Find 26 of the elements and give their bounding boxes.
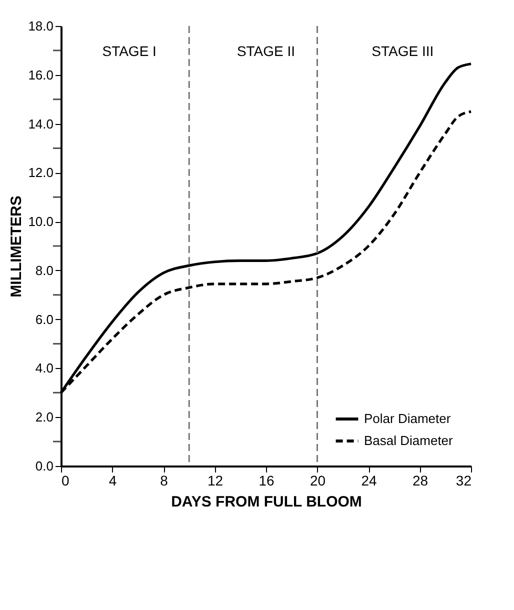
x-tick-label: 12 <box>207 472 224 488</box>
annotation: STAGE III <box>372 43 434 59</box>
legend-label: Polar Diameter <box>364 411 452 426</box>
y-tick-label: 2.0 <box>35 410 54 425</box>
y-tick-label: 18.0 <box>28 18 54 34</box>
legend-label: Basal Diameter <box>364 433 454 448</box>
annotation: STAGE I <box>102 43 156 59</box>
x-tick-label: 16 <box>258 472 274 488</box>
x-tick-label: 24 <box>361 472 377 488</box>
x-tick-label: 8 <box>160 472 168 488</box>
x-tick-label: 20 <box>310 472 326 488</box>
y-tick-label: 10.0 <box>28 214 54 230</box>
y-tick-label: 4.0 <box>35 360 54 376</box>
y-tick-label: 16.0 <box>28 67 54 82</box>
annotation: STAGE II <box>236 43 296 59</box>
y-tick-label: 14.0 <box>28 116 54 132</box>
x-tick-label: 28 <box>412 472 428 488</box>
y-tick-label: 6.0 <box>35 312 54 327</box>
x-tick-label: 4 <box>108 472 117 488</box>
y-axis-title: MILLIMETERS <box>8 196 26 298</box>
y-tick-label: 8.0 <box>35 262 54 278</box>
x-tick-label: 0 <box>62 472 70 488</box>
x-tick-label: 32 <box>456 472 472 488</box>
x-axis-title: DAYS FROM FULL BLOOM <box>171 494 362 510</box>
y-tick-label: 12.0 <box>28 165 54 180</box>
y-tick-label: 0.0 <box>35 458 54 474</box>
